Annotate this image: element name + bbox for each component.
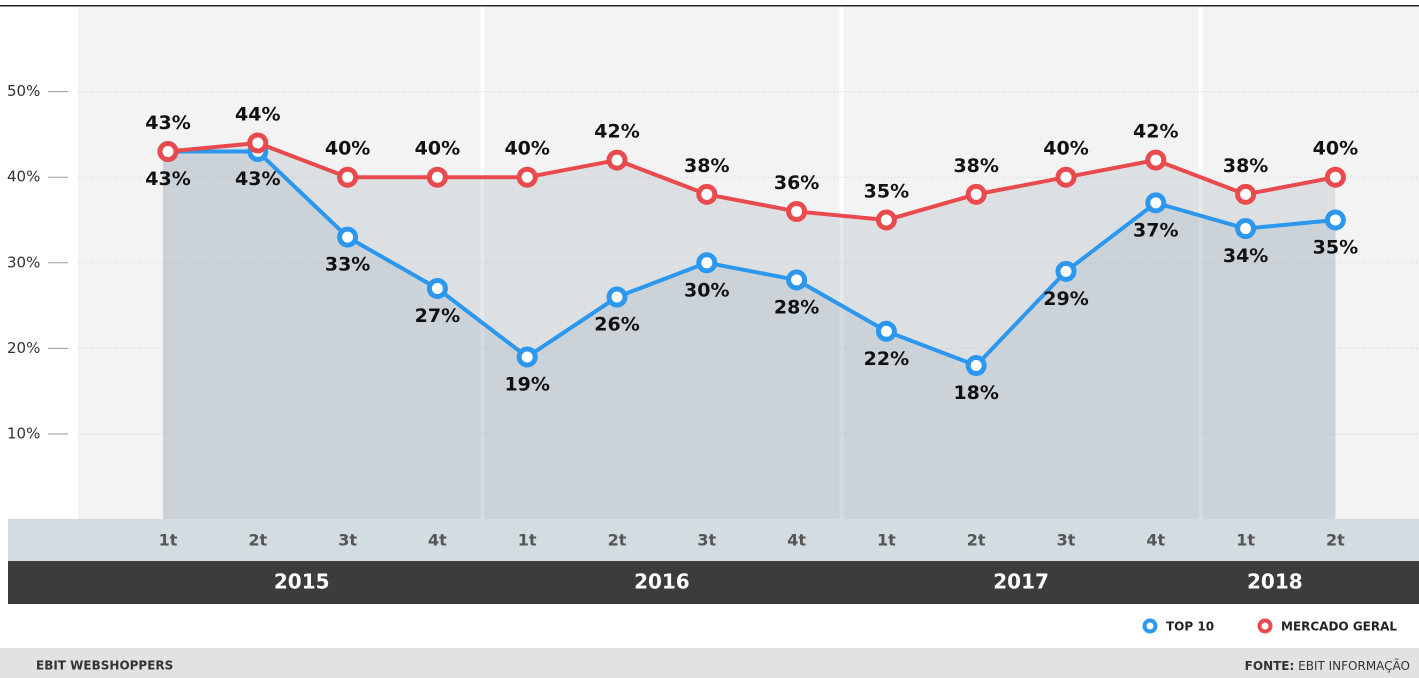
line: [167, 140, 1336, 222]
point: [875, 320, 897, 342]
data-label: 40%: [1313, 138, 1358, 160]
point: [516, 346, 538, 368]
point: [965, 355, 987, 377]
point: [1055, 260, 1077, 282]
area: [163, 151, 1336, 520]
data-label: 36%: [774, 172, 819, 194]
data-label: 38%: [953, 155, 998, 177]
data-label: 43%: [145, 112, 190, 134]
point: [965, 183, 987, 205]
data-label: 22%: [864, 348, 909, 370]
x-tick-label: 4t: [1146, 531, 1165, 550]
source: EBIT INFORMAÇÃO: [1298, 658, 1410, 673]
footer-left: EBIT WEBSHOPPERS: [36, 659, 173, 673]
point: [247, 132, 269, 154]
x-tick-label: 4t: [787, 531, 806, 550]
point: [157, 141, 179, 163]
x-tick-label: 4t: [428, 531, 447, 550]
data-label: 37%: [1133, 219, 1178, 241]
y-tick-label: 50%: [7, 82, 40, 100]
year-background: [1202, 7, 1419, 520]
x-tick-label: 1t: [159, 531, 178, 550]
y-tick-label: 40%: [7, 168, 40, 186]
x-tick-label: 1t: [1236, 531, 1255, 550]
point: [1324, 209, 1346, 231]
x-tick-label: 3t: [1057, 531, 1076, 550]
top-rule: [0, 5, 1419, 7]
data-label: 38%: [1223, 155, 1268, 177]
year-label: 2016: [634, 570, 690, 594]
data-label: 43%: [235, 168, 280, 190]
x-tick-label: 2t: [967, 531, 986, 550]
area: [163, 142, 1336, 520]
y-tick-label: 20%: [7, 339, 40, 357]
data-label: 27%: [415, 305, 460, 327]
quarter-band: [8, 519, 1419, 561]
point: [1145, 149, 1167, 171]
point: [1235, 183, 1257, 205]
point: [606, 286, 628, 308]
legend-marker: [1142, 618, 1158, 634]
x-tick-label: 3t: [697, 531, 716, 550]
data-label: 29%: [1043, 288, 1088, 310]
point: [606, 149, 628, 171]
point: [1235, 218, 1257, 240]
year-label: 2018: [1247, 570, 1303, 594]
point: [426, 166, 448, 188]
x-tick-label: 2t: [248, 531, 267, 550]
data-label: 43%: [145, 168, 190, 190]
year-label: 2017: [993, 570, 1049, 594]
point: [516, 166, 538, 188]
point: [337, 226, 359, 248]
year-label: 2015: [274, 570, 330, 594]
point: [786, 200, 808, 222]
point: [1145, 192, 1167, 214]
data-label: 40%: [1043, 138, 1088, 160]
data-label: 40%: [415, 138, 460, 160]
data-label: 38%: [684, 155, 729, 177]
point: [337, 166, 359, 188]
data-label: 42%: [594, 121, 639, 143]
data-label: 42%: [1133, 121, 1178, 143]
data-label: 35%: [1313, 237, 1358, 259]
footer-band: [0, 648, 1419, 678]
point: [875, 209, 897, 231]
data-label: 30%: [684, 279, 729, 301]
y-tick-label: 10%: [7, 425, 40, 443]
y-tick-label: 30%: [7, 253, 40, 271]
data-label: 28%: [774, 296, 819, 318]
data-label: 34%: [1223, 245, 1268, 267]
footer-source: FONTE: EBIT INFORMAÇÃO: [1245, 658, 1410, 673]
point: [696, 183, 718, 205]
data-label: 44%: [235, 103, 280, 125]
year-background: [843, 7, 1199, 520]
legend-label: MERCADO GERAL: [1281, 620, 1397, 634]
legend-marker: [1257, 618, 1273, 634]
point: [696, 252, 718, 274]
data-label: 35%: [864, 181, 909, 203]
point: [426, 277, 448, 299]
point: [1324, 166, 1346, 188]
x-tick-label: 2t: [608, 531, 627, 550]
source-label: FONTE:: [1245, 659, 1295, 673]
data-label: 26%: [594, 314, 639, 336]
legend-label: TOP 10: [1166, 620, 1214, 634]
data-label: 40%: [325, 138, 370, 160]
x-tick-label: 3t: [338, 531, 357, 550]
point: [786, 269, 808, 291]
line: [168, 149, 1336, 368]
data-label: 19%: [504, 373, 549, 395]
x-tick-label: 1t: [518, 531, 537, 550]
data-label: 40%: [504, 138, 549, 160]
year-band: [8, 561, 1419, 604]
x-tick-label: 2t: [1326, 531, 1345, 550]
data-label: 18%: [953, 382, 998, 404]
point: [1055, 166, 1077, 188]
data-label: 33%: [325, 254, 370, 276]
x-tick-label: 1t: [877, 531, 896, 550]
